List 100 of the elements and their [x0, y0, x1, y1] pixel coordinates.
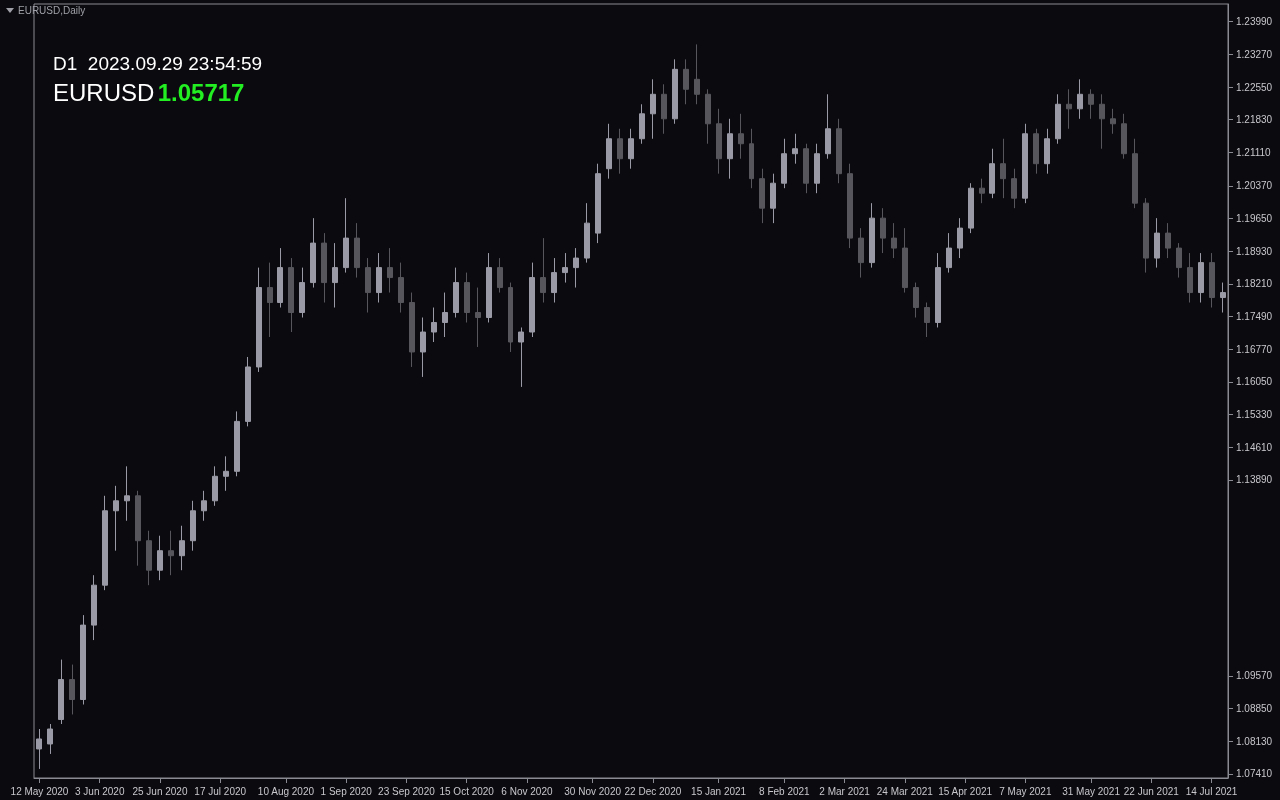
y-tick-label: 1.23990 [1236, 16, 1273, 28]
candlestick [277, 247, 283, 309]
candlestick [672, 58, 678, 125]
x-tick-label: 22 Dec 2020 [624, 785, 682, 797]
y-tick-label: 1.21830 [1236, 114, 1273, 126]
candlestick [1022, 123, 1028, 204]
x-tick-label: 6 Nov 2020 [501, 785, 553, 797]
x-tick-label: 1 Sep 2020 [320, 785, 373, 797]
candlestick [639, 103, 645, 145]
candlestick [770, 173, 776, 224]
candlestick [902, 227, 908, 294]
annotation: D1 2023.09.29 23:54:59 [53, 53, 263, 74]
candlestick [694, 43, 700, 105]
x-tick-label: 17 Jul 2020 [194, 785, 247, 797]
candlestick [661, 83, 667, 135]
candlestick [957, 217, 963, 259]
candlestick [69, 664, 75, 715]
candlestick [1055, 93, 1061, 145]
y-tick-label: 1.08130 [1236, 735, 1273, 747]
candlestick [332, 242, 338, 309]
candlestick [102, 495, 108, 591]
candlestick [1099, 93, 1105, 150]
x-tick-label: 24 Mar 2021 [876, 785, 934, 797]
candlestick [234, 410, 240, 477]
annotation: EURUSD,Daily [18, 4, 86, 16]
candlestick [891, 222, 897, 259]
candlestick [781, 138, 787, 189]
candlestick [1165, 222, 1171, 259]
candlestick [924, 302, 930, 338]
candlestick [464, 272, 470, 323]
candlestick [979, 178, 985, 204]
y-tick-label: 1.16050 [1236, 376, 1273, 388]
y-tick-label: 1.19650 [1236, 213, 1273, 225]
candlestick [212, 465, 218, 507]
candlestick [1066, 88, 1072, 130]
annotation: EURUSD [53, 78, 155, 106]
candlestick [989, 148, 995, 199]
x-tick-label: 15 Apr 2021 [938, 785, 993, 797]
candlestick [869, 202, 875, 269]
x-tick-label: 7 May 2021 [999, 785, 1052, 797]
y-tick-label: 1.07410 [1236, 768, 1273, 780]
candlestick [420, 317, 426, 378]
candlestick [245, 356, 251, 427]
candlestick [968, 182, 974, 234]
candlestick [1154, 217, 1160, 269]
candlestick [759, 168, 765, 224]
candlestick [80, 614, 86, 705]
annotation: 1.05717 [157, 78, 245, 106]
candlestick [387, 247, 393, 294]
candlestick [168, 530, 174, 576]
y-tick-label: 1.08850 [1236, 703, 1273, 715]
candlestick [1220, 282, 1226, 314]
candlestick [562, 252, 568, 284]
x-tick-label: 30 Nov 2020 [564, 785, 622, 797]
candlestick [716, 108, 722, 175]
candlestick [650, 78, 656, 140]
candlestick [803, 143, 809, 194]
candlestick [310, 217, 316, 289]
candlestick [1088, 88, 1094, 120]
candlestick [738, 113, 744, 160]
candlestick [1011, 168, 1017, 209]
x-tick-label: 31 May 2021 [1062, 785, 1121, 797]
candlestick [749, 128, 754, 189]
candlestick [299, 267, 305, 318]
x-tick-label: 15 Jan 2021 [691, 785, 747, 797]
candlestick [58, 659, 64, 725]
candlestick [1209, 252, 1215, 309]
candlestick [880, 207, 886, 254]
y-tick-label: 1.18210 [1236, 278, 1273, 290]
y-tick-label: 1.09570 [1236, 670, 1273, 682]
candlestick [36, 728, 42, 770]
candlestick [288, 257, 294, 333]
y-tick-label: 1.16770 [1236, 343, 1273, 355]
candlestick [683, 58, 689, 105]
candlestick [343, 197, 349, 274]
x-tick-label: 23 Sep 2020 [378, 785, 436, 797]
y-tick-label: 1.22550 [1236, 81, 1273, 93]
candlestick [223, 455, 229, 492]
candlestick [814, 143, 820, 194]
candlestick [518, 326, 524, 388]
candlestick [595, 163, 601, 244]
candlestick [442, 292, 448, 338]
x-tick-label: 3 Jun 2020 [74, 785, 125, 797]
candlestick [201, 490, 207, 522]
candlestick [453, 267, 459, 318]
candlestick [573, 247, 579, 289]
candlestick [1121, 113, 1127, 160]
y-tick-label: 1.23270 [1236, 48, 1273, 60]
candlestick [157, 535, 163, 581]
x-tick-label: 10 Aug 2020 [257, 785, 315, 797]
candlestick [551, 257, 557, 304]
candlestick [497, 257, 503, 294]
candlestick [1132, 138, 1138, 209]
candlestick [946, 232, 952, 274]
candlestick [113, 485, 119, 552]
candlestick [1110, 108, 1116, 135]
x-tick-label: 14 Jul 2021 [1185, 785, 1238, 797]
candlestick [365, 257, 371, 314]
candlestick [431, 307, 437, 343]
candlestick [179, 525, 185, 571]
